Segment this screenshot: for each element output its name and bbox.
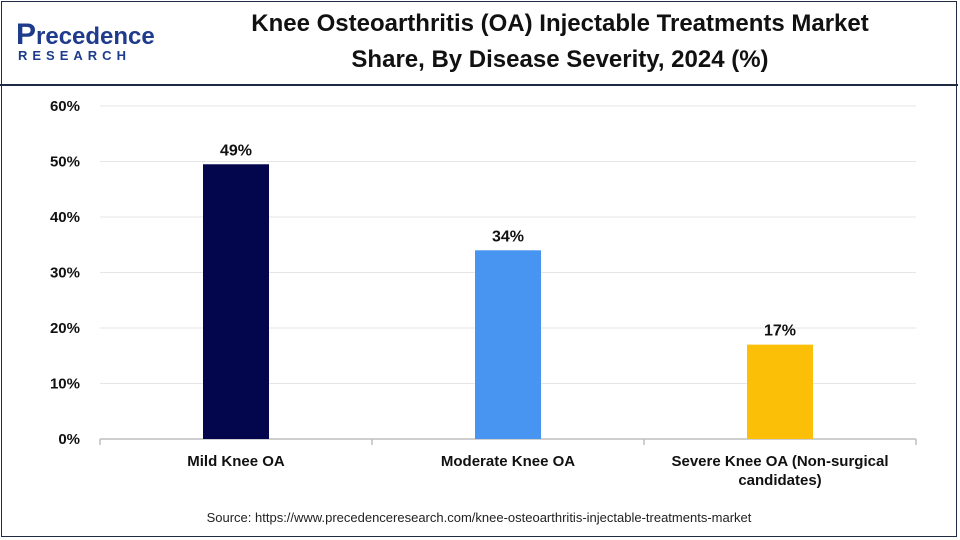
y-tick-label: 60%: [50, 98, 80, 115]
header: P recedence RESEARCH Knee Osteoarthritis…: [0, 0, 958, 86]
bar: [475, 250, 541, 439]
y-tick-label: 20%: [50, 320, 80, 337]
bar-chart: 0% 10% 20% 30% 40% 50% 60% 49% Mild Knee OA 34% Mo…: [50, 98, 917, 489]
x-category-label: Severe Knee OA (Non-surgical: [671, 453, 888, 470]
data-label: 49%: [220, 142, 252, 159]
data-label: 34%: [492, 228, 524, 245]
chart-title-line-2: Share, By Disease Severity, 2024 (%): [351, 46, 769, 73]
y-tick-label: 0%: [58, 431, 80, 448]
precedence-research-logo: P recedence RESEARCH: [16, 18, 155, 63]
x-category-label: Moderate Knee OA: [441, 453, 575, 470]
y-tick-label: 30%: [50, 265, 80, 282]
y-tick-label: 40%: [50, 209, 80, 226]
chart-title-line-1: Knee Osteoarthritis (OA) Injectable Trea…: [251, 10, 869, 37]
data-label: 17%: [764, 323, 796, 340]
y-tick-label: 10%: [50, 376, 80, 393]
chart-title: Knee Osteoarthritis (OA) Injectable Trea…: [175, 6, 945, 78]
logo-name: recedence: [36, 23, 155, 50]
logo-initial: P: [16, 18, 36, 51]
bar: [203, 164, 269, 439]
x-category-label: Mild Knee OA: [187, 453, 285, 470]
logo-tagline: RESEARCH: [18, 48, 131, 63]
y-tick-label: 50%: [50, 154, 80, 171]
x-category-label: candidates): [738, 472, 821, 489]
source-note: Source: https://www.precedenceresearch.c…: [206, 510, 752, 525]
bar: [747, 344, 813, 439]
